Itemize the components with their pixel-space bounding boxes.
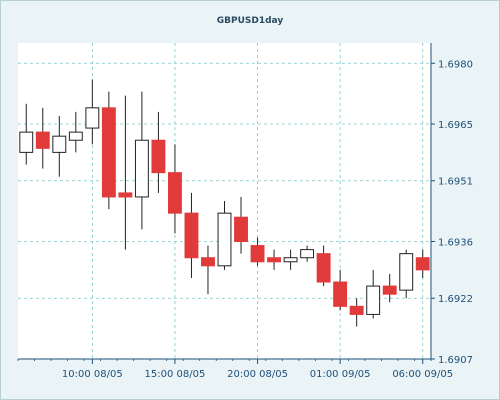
y-tick-label: 1.6980 <box>438 59 473 70</box>
candle-body-down <box>415 257 430 271</box>
chart-title: GBPUSD1day <box>217 16 284 26</box>
candle-body-down <box>184 212 199 259</box>
candle-body-down <box>349 305 364 315</box>
candle-body-up <box>366 285 381 315</box>
candle-body-down <box>234 216 248 243</box>
x-tick-label: 10:00 08/05 <box>62 369 123 380</box>
candle-body-down <box>101 107 116 198</box>
candle-body-up <box>217 212 232 267</box>
candle-body-up <box>399 253 414 291</box>
candle-body-up <box>68 131 83 141</box>
candle-body-up <box>52 135 67 153</box>
candle-body-up <box>134 139 149 198</box>
candle-body-up <box>19 131 34 153</box>
x-tick-label: 06:00 09/05 <box>392 369 453 380</box>
candles <box>19 79 430 327</box>
candle-body-down <box>118 192 133 198</box>
y-tick-label: 1.6951 <box>438 177 473 188</box>
candle-body-up <box>300 249 315 259</box>
candle-body-down <box>267 257 282 263</box>
y-tick-label: 1.6907 <box>438 355 473 366</box>
candle-body-up <box>283 257 298 263</box>
x-tick-label: 15:00 08/05 <box>145 369 206 380</box>
x-tick-label: 20:00 08/05 <box>227 369 288 380</box>
y-tick-label: 1.6922 <box>438 294 473 305</box>
candle-body-up <box>85 107 100 129</box>
candle-body-down <box>201 257 215 267</box>
x-tick-label: 01:00 09/05 <box>310 369 371 380</box>
candle-body-down <box>382 285 397 295</box>
axes: 1.6907 1.6922 1.6936 1.6951 1.6965 1.6980 10:0… <box>17 43 473 380</box>
candle-body-down <box>316 253 331 283</box>
candle-body-down <box>167 172 182 214</box>
candle-body-down <box>151 139 166 174</box>
candle-body-down <box>35 131 50 149</box>
candle-body-down <box>250 245 265 263</box>
candle-body-down <box>333 281 348 307</box>
y-tick-label: 1.6936 <box>438 238 473 249</box>
y-tick-label: 1.6965 <box>438 120 473 131</box>
